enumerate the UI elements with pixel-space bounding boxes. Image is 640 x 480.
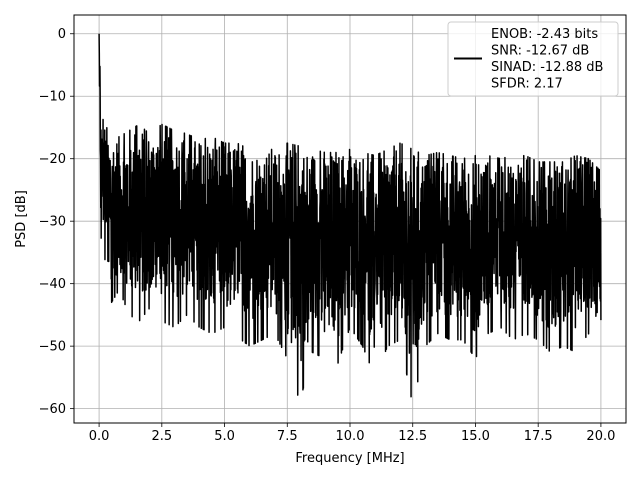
x-tick-label: 10.0 [336,429,365,444]
y-tick-label: −20 [39,152,66,167]
x-tick-label: 12.5 [398,429,427,444]
y-tick-label: −10 [39,90,66,105]
y-tick-label: −30 [39,215,66,230]
x-tick-label: 7.5 [277,429,298,444]
legend-entry-snr: SNR: -12.67 dB [491,44,589,59]
y-tick-label: −40 [39,277,66,292]
y-tick-label: 0 [58,27,66,42]
x-tick-label: 20.0 [586,429,615,444]
legend-entry-sfdr: SFDR: 2.17 [491,77,563,92]
legend-box [447,21,619,97]
x-tick-label: 15.0 [461,429,490,444]
y-axis-label: PSD [dB] [14,190,29,248]
x-tick-label: 17.5 [524,429,553,444]
y-tick-label: −50 [39,340,66,355]
psd-trace [98,33,602,398]
legend-entry-enob: ENOB: -2.43 bits [491,27,598,42]
x-axis-label: Frequency [MHz] [295,451,404,466]
legend: ENOB: -2.43 bits SNR: -12.67 dB SINAD: -… [447,21,619,97]
y-tick-label: −60 [39,402,66,417]
x-tick-label: 5.0 [214,429,235,444]
x-tick-label: 2.5 [151,429,172,444]
legend-entry-sinad: SINAD: -12.88 dB [491,60,603,75]
x-tick-label: 0.0 [89,429,110,444]
x-axis-ticks: 0.0 2.5 5.0 7.5 10.0 12.5 15.0 17.5 20.0 [89,423,615,444]
psd-line [98,33,602,398]
y-axis-ticks: 0 −10 −20 −30 −40 −50 −60 [39,27,74,417]
